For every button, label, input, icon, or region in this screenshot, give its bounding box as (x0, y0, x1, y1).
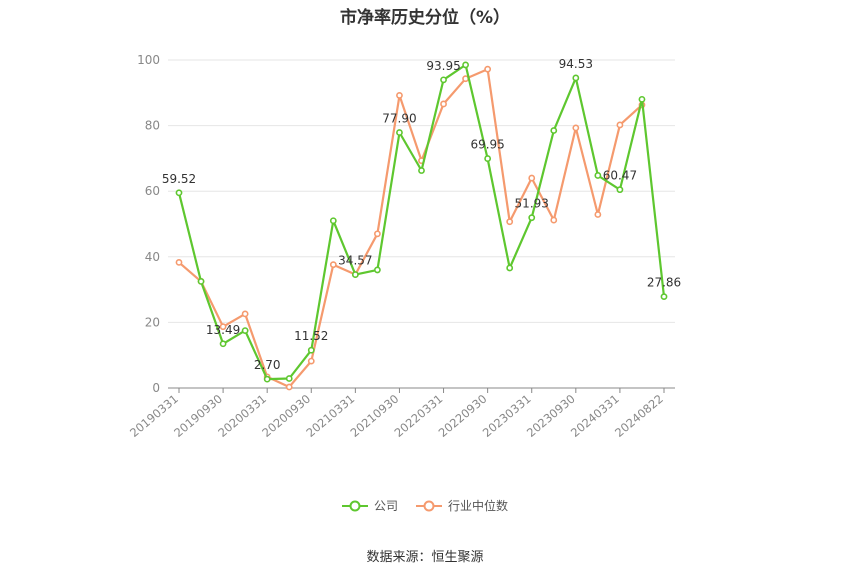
data-label: 13.49 (206, 323, 240, 337)
data-point-company[interactable] (440, 76, 447, 84)
x-tick-label: 20240822 (612, 392, 666, 440)
data-point-industry[interactable] (285, 383, 293, 391)
data-label: 94.53 (559, 57, 593, 71)
legend-item-industry[interactable]: 行业中位数 (416, 497, 508, 514)
data-label: 60.47 (603, 169, 637, 183)
data-point-industry[interactable] (616, 121, 624, 129)
data-point-company[interactable] (638, 95, 646, 103)
y-tick-label: 60 (145, 184, 160, 198)
data-point-industry[interactable] (572, 124, 580, 132)
data-point-industry[interactable] (528, 174, 536, 182)
data-point-company[interactable] (528, 214, 536, 222)
data-label: 93.95 (426, 59, 460, 73)
data-point-company[interactable] (374, 266, 381, 274)
data-point-company[interactable] (572, 74, 580, 82)
legend-industry-dot (423, 500, 435, 511)
legend-company-dot (349, 500, 361, 511)
data-point-industry[interactable] (175, 258, 183, 266)
data-point-company[interactable] (285, 375, 293, 382)
data-point-company[interactable] (329, 217, 337, 225)
data-point-company[interactable] (175, 189, 183, 197)
data-point-company[interactable] (263, 375, 271, 383)
y-tick-label: 0 (152, 381, 160, 395)
grid-lines (168, 59, 675, 323)
data-source: 数据来源：恒生聚源 (366, 550, 484, 565)
legend-item-company[interactable]: 公司 (341, 497, 398, 514)
y-tick-label: 100 (137, 53, 160, 67)
data-point-company[interactable] (594, 172, 602, 179)
legend-label-company: 公司 (373, 499, 398, 513)
data-point-company[interactable] (307, 346, 315, 354)
data-point-company[interactable] (241, 327, 249, 334)
data-point-industry[interactable] (440, 100, 447, 108)
data-point-company[interactable] (197, 277, 205, 285)
data-label: 27.86 (647, 276, 681, 290)
data-point-industry[interactable] (329, 261, 337, 269)
data-label: 77.90 (382, 111, 416, 125)
y-tick-label: 20 (145, 315, 160, 329)
legend-industry-marker-icon (416, 500, 442, 511)
series-lines (175, 61, 668, 391)
data-label: 51.93 (515, 197, 549, 211)
data-point-company[interactable] (219, 340, 227, 348)
data-point-industry[interactable] (594, 211, 602, 218)
data-point-company[interactable] (462, 61, 469, 69)
data-label: 69.95 (470, 138, 504, 152)
legend-company-marker-icon (341, 500, 368, 511)
data-point-company[interactable] (616, 186, 624, 194)
data-point-industry[interactable] (550, 216, 558, 224)
data-label: 34.57 (338, 254, 372, 268)
data-point-industry[interactable] (307, 357, 315, 365)
y-tick-label: 80 (145, 119, 160, 133)
data-point-company[interactable] (506, 264, 514, 272)
data-point-industry[interactable] (396, 92, 403, 99)
data-point-company[interactable] (351, 271, 359, 279)
data-point-company[interactable] (484, 155, 492, 162)
data-label: 59.52 (162, 172, 196, 186)
y-tick-label: 40 (145, 250, 160, 264)
data-point-company[interactable] (418, 167, 425, 174)
legend-label-industry: 行业中位数 (448, 499, 509, 513)
data-point-industry[interactable] (506, 218, 514, 226)
chart-title: 市净率历史分位（%） (339, 8, 511, 28)
data-labels: 59.52 13.49 2.70 11.52 34.57 77.90 93.95 69.95 5… (162, 57, 681, 372)
data-point-company[interactable] (550, 127, 558, 134)
data-point-company[interactable] (660, 293, 668, 301)
data-point-industry[interactable] (241, 310, 249, 318)
data-point-industry[interactable] (484, 65, 492, 73)
data-label: 2.70 (254, 358, 281, 372)
data-point-industry[interactable] (219, 323, 227, 331)
data-point-company[interactable] (396, 129, 403, 136)
legend: 公司 行业中位数 (0, 497, 850, 514)
data-label: 11.52 (294, 329, 328, 343)
series-line-industry (178, 68, 643, 389)
data-point-industry[interactable] (374, 230, 381, 238)
